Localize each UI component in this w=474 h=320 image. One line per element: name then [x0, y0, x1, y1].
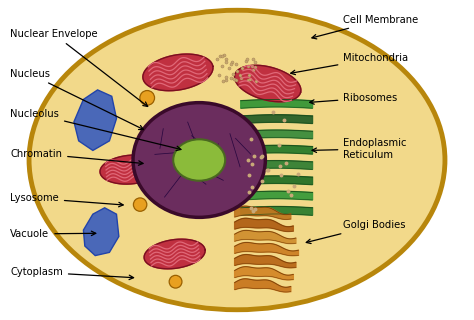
Text: Nucleolus: Nucleolus — [10, 109, 181, 151]
Polygon shape — [100, 155, 161, 184]
Text: Golgi Bodies: Golgi Bodies — [306, 220, 406, 244]
Text: Nuclear Envelope: Nuclear Envelope — [10, 29, 148, 107]
Polygon shape — [235, 218, 293, 231]
Polygon shape — [74, 90, 117, 150]
Polygon shape — [83, 208, 119, 256]
Polygon shape — [143, 54, 213, 91]
Text: Mitochondria: Mitochondria — [291, 53, 409, 75]
Polygon shape — [235, 65, 301, 102]
Polygon shape — [235, 230, 296, 244]
Text: Lysosome: Lysosome — [10, 193, 123, 207]
Text: Nucleus: Nucleus — [10, 69, 144, 130]
Text: Ribosomes: Ribosomes — [310, 93, 398, 104]
Polygon shape — [241, 191, 312, 200]
Circle shape — [169, 275, 182, 288]
Polygon shape — [144, 239, 205, 269]
Polygon shape — [235, 279, 291, 292]
Polygon shape — [241, 100, 312, 108]
Text: Cell Membrane: Cell Membrane — [312, 15, 419, 39]
Circle shape — [221, 111, 234, 123]
Ellipse shape — [173, 139, 225, 181]
Circle shape — [140, 91, 155, 105]
Circle shape — [158, 123, 170, 134]
Text: Vacuole: Vacuole — [10, 229, 96, 239]
Polygon shape — [241, 176, 312, 185]
Text: Chromatin: Chromatin — [10, 148, 143, 165]
Polygon shape — [235, 267, 293, 280]
Text: Cytoplasm: Cytoplasm — [10, 267, 134, 280]
Polygon shape — [235, 243, 299, 256]
Polygon shape — [241, 130, 312, 139]
Polygon shape — [241, 145, 312, 154]
Ellipse shape — [29, 10, 445, 310]
Circle shape — [133, 198, 147, 211]
Polygon shape — [235, 255, 296, 268]
Polygon shape — [235, 206, 291, 219]
Polygon shape — [241, 206, 312, 215]
Polygon shape — [241, 115, 312, 124]
Ellipse shape — [133, 103, 265, 217]
Text: Endoplasmic
Reticulum: Endoplasmic Reticulum — [312, 138, 407, 160]
Polygon shape — [241, 161, 312, 169]
